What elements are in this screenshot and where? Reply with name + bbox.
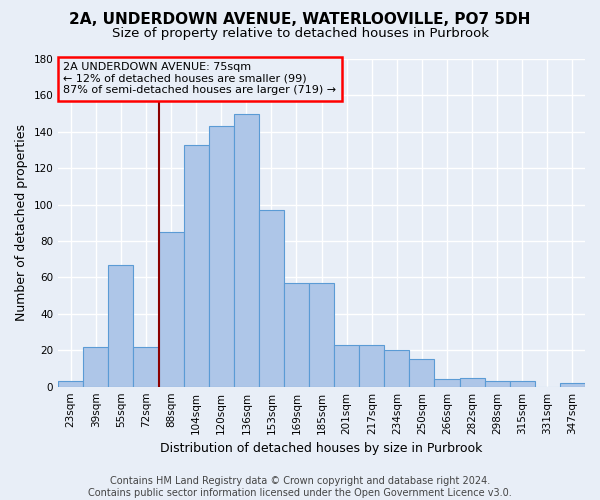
Bar — [485, 381, 510, 386]
Bar — [334, 345, 359, 387]
Bar — [284, 283, 309, 387]
Bar — [309, 283, 334, 387]
Y-axis label: Number of detached properties: Number of detached properties — [15, 124, 28, 322]
Bar — [109, 264, 133, 386]
Bar — [184, 144, 209, 386]
Bar — [385, 350, 409, 386]
Bar — [359, 345, 385, 387]
Bar — [434, 380, 460, 386]
Bar — [510, 381, 535, 386]
Bar — [409, 360, 434, 386]
Bar — [234, 114, 259, 386]
Bar — [259, 210, 284, 386]
Text: 2A, UNDERDOWN AVENUE, WATERLOOVILLE, PO7 5DH: 2A, UNDERDOWN AVENUE, WATERLOOVILLE, PO7… — [70, 12, 530, 28]
Bar — [560, 383, 585, 386]
Bar — [83, 346, 109, 387]
Bar — [133, 346, 158, 387]
Text: 2A UNDERDOWN AVENUE: 75sqm
← 12% of detached houses are smaller (99)
87% of semi: 2A UNDERDOWN AVENUE: 75sqm ← 12% of deta… — [64, 62, 337, 96]
Bar — [158, 232, 184, 386]
X-axis label: Distribution of detached houses by size in Purbrook: Distribution of detached houses by size … — [160, 442, 483, 455]
Text: Size of property relative to detached houses in Purbrook: Size of property relative to detached ho… — [112, 28, 488, 40]
Bar — [460, 378, 485, 386]
Text: Contains HM Land Registry data © Crown copyright and database right 2024.
Contai: Contains HM Land Registry data © Crown c… — [88, 476, 512, 498]
Bar — [58, 381, 83, 386]
Bar — [209, 126, 234, 386]
